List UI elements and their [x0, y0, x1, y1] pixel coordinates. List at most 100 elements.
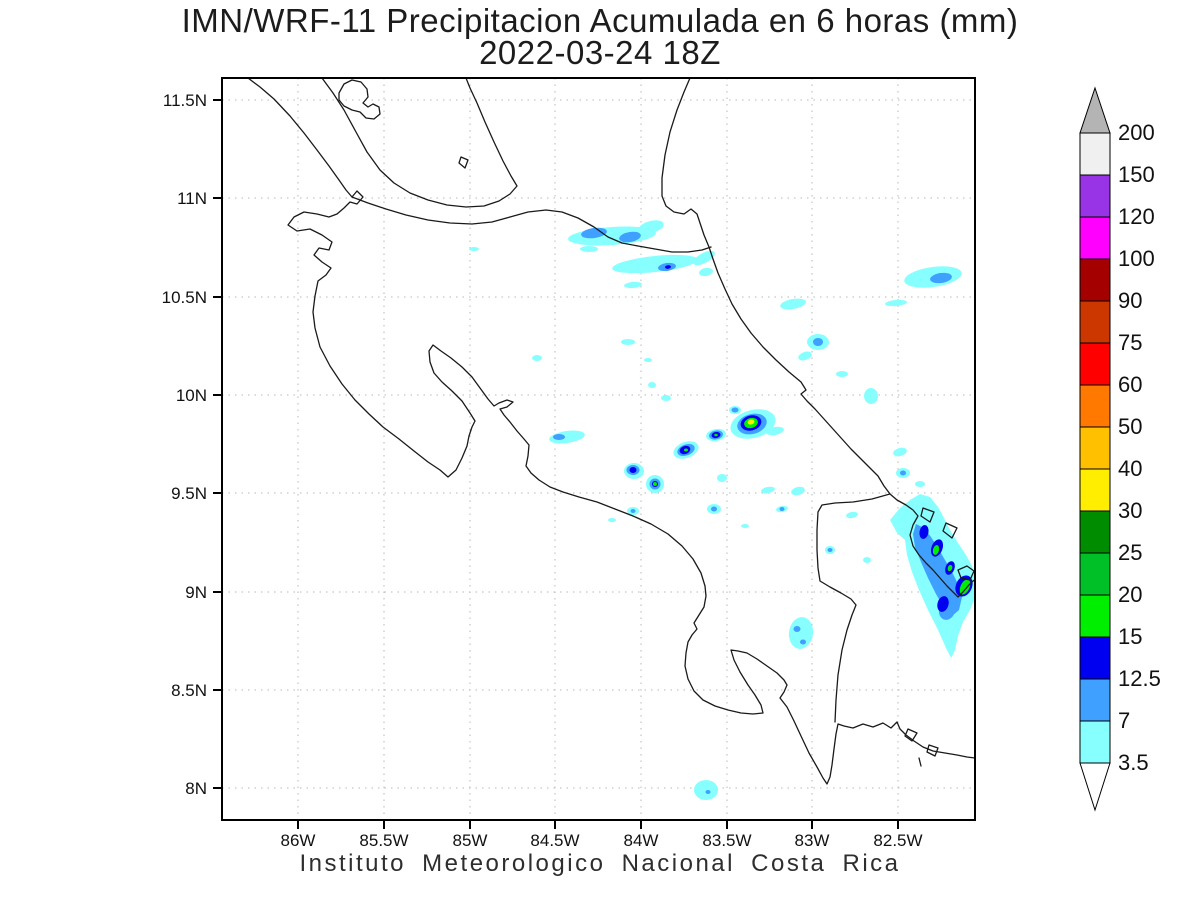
precip-cell	[630, 509, 636, 513]
precip-cell	[549, 430, 585, 444]
precip-cell	[930, 272, 952, 284]
colorbar-label: 90	[1118, 288, 1142, 313]
precip-cell	[553, 434, 565, 440]
precip-area	[913, 524, 962, 616]
precip-cell	[959, 579, 971, 595]
colorbar-label: 75	[1118, 330, 1142, 355]
precip-cell	[915, 481, 925, 487]
plot-subtitle: 2022-03-24 18Z	[479, 34, 721, 71]
colorbar-box	[1079, 426, 1111, 470]
colorbar-label: 12.5	[1118, 666, 1161, 691]
colorbar-box	[1079, 552, 1111, 596]
colorbar-label: 15	[1118, 624, 1142, 649]
map-frame	[221, 77, 976, 821]
colorbar-box	[1079, 174, 1111, 218]
colorbar-box	[1079, 384, 1111, 428]
precip-cell	[711, 506, 717, 512]
colorbar-box	[1079, 216, 1111, 260]
precip-cell	[665, 265, 671, 269]
lon-label: 82.5W	[873, 831, 922, 850]
precip-cell	[699, 267, 713, 277]
precip-cell	[900, 470, 906, 476]
lat-label: 11N	[177, 189, 207, 208]
plot-caption: Instituto Meteorologico Nacional Costa R…	[299, 850, 901, 877]
precip-cell	[766, 426, 784, 436]
precip-cell	[791, 486, 805, 496]
colorbar-box	[1079, 636, 1111, 680]
precip-cell	[836, 371, 848, 377]
precip-cell	[827, 548, 833, 552]
precip-cell	[653, 482, 657, 486]
lat-label: 9.5N	[171, 484, 207, 503]
island-pacific-1	[904, 728, 918, 742]
colorbar-over-triangle	[1079, 86, 1111, 134]
ometepe-island	[338, 79, 381, 120]
precip-cell	[798, 351, 812, 361]
island-pacific-2	[926, 744, 939, 757]
lat-label: 9N	[185, 583, 207, 602]
lon-label: 83.5W	[702, 831, 751, 850]
precip-cell	[693, 250, 715, 266]
precip-cell	[621, 339, 635, 345]
precip-cell	[788, 617, 814, 649]
lat-label: 10.5N	[162, 288, 207, 307]
precip-cell	[661, 395, 671, 401]
lake-island	[458, 156, 469, 169]
colorbar-label: 200	[1118, 120, 1155, 145]
precip-cell	[644, 358, 652, 362]
precip-cell	[694, 780, 718, 800]
precip-cell	[932, 545, 940, 555]
precip-cell	[717, 474, 727, 482]
colorbar-box	[1079, 342, 1111, 386]
precip-cell	[612, 254, 698, 274]
colorbar-box	[1079, 258, 1111, 302]
colorbar-label: 60	[1118, 372, 1142, 397]
precip-cell	[619, 231, 641, 243]
precip-cell	[648, 382, 656, 388]
lon-label: 86W	[281, 831, 316, 850]
precip-cell	[684, 448, 688, 452]
lat-label: 10N	[176, 386, 207, 405]
colorbar-label: 3.5	[1118, 750, 1149, 775]
precip-cell	[581, 227, 607, 239]
coastal-dash	[918, 757, 922, 767]
colorbar-box	[1079, 300, 1111, 344]
colorbar-box	[1079, 132, 1111, 176]
island-bocas-2	[942, 522, 958, 539]
map-layer	[222, 78, 975, 820]
precip-cell	[580, 246, 598, 252]
colorbar-box	[1079, 720, 1111, 764]
lat-label: 11.5N	[163, 91, 207, 110]
lat-label: 8N	[185, 779, 207, 798]
precip-cell	[741, 524, 749, 528]
colorbar: 200 150 120 100 90 75 60 50 40 30 25 20 15 12.5 7 3.5	[1079, 86, 1161, 812]
colorbar-box	[1079, 594, 1111, 638]
precip-cell	[885, 299, 907, 307]
colorbar-label: 40	[1118, 456, 1142, 481]
colorbar-label: 50	[1118, 414, 1142, 439]
precip-cell	[793, 626, 801, 632]
precip-cell	[864, 388, 878, 404]
precip-cell	[629, 467, 637, 473]
colorbar-label: 7	[1118, 708, 1130, 733]
caribbean-coastline	[661, 78, 975, 598]
colorbar-label: 25	[1118, 540, 1142, 565]
peninsula-valiente	[957, 565, 975, 581]
colorbar-box	[1079, 678, 1111, 722]
lake-nicaragua-shore	[321, 78, 518, 208]
precip-cell	[800, 639, 806, 645]
colorbar-label: 120	[1118, 204, 1155, 229]
lon-label: 83W	[795, 831, 830, 850]
precip-cell	[863, 557, 871, 563]
lon-label: 84W	[624, 831, 659, 850]
colorbar-label: 100	[1118, 246, 1155, 271]
pacific-coastline	[247, 78, 975, 785]
precip-cell	[532, 355, 542, 361]
precip-cell	[469, 247, 479, 251]
precip-cell	[846, 511, 858, 519]
precip-cell	[947, 564, 953, 572]
lon-label: 84.5W	[530, 831, 579, 850]
precip-cell	[779, 507, 785, 511]
lon-label: 85W	[453, 831, 488, 850]
